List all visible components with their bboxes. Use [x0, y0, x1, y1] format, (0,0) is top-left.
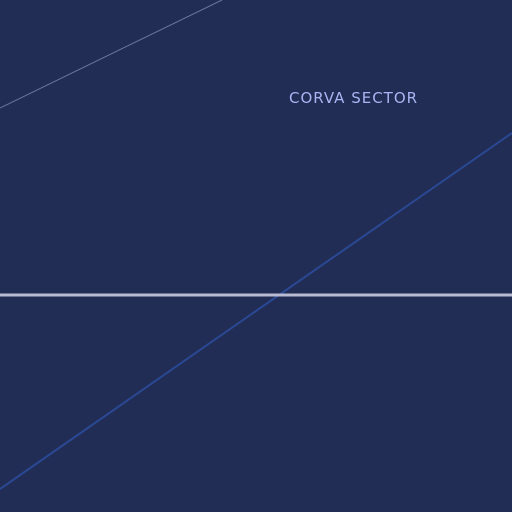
thin-road-line: [0, 0, 223, 109]
sector-label: CORVA SECTOR: [289, 89, 419, 107]
diagonal-route-line: [0, 132, 512, 490]
